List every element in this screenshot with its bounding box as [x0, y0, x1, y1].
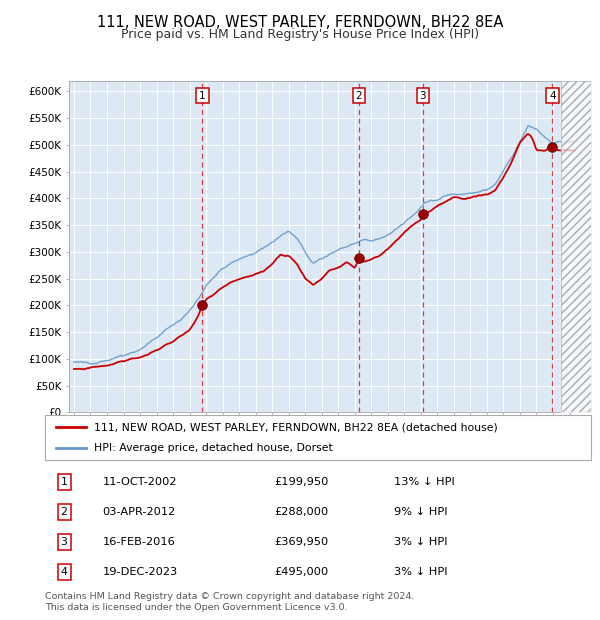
Text: 111, NEW ROAD, WEST PARLEY, FERNDOWN, BH22 8EA: 111, NEW ROAD, WEST PARLEY, FERNDOWN, BH… — [97, 15, 503, 30]
Text: 9% ↓ HPI: 9% ↓ HPI — [394, 507, 448, 517]
Text: 11-OCT-2002: 11-OCT-2002 — [103, 477, 177, 487]
Text: 3% ↓ HPI: 3% ↓ HPI — [394, 567, 448, 577]
Text: 1: 1 — [199, 91, 206, 100]
Text: Contains HM Land Registry data © Crown copyright and database right 2024.: Contains HM Land Registry data © Crown c… — [45, 592, 415, 601]
Text: 19-DEC-2023: 19-DEC-2023 — [103, 567, 178, 577]
Text: £199,950: £199,950 — [274, 477, 329, 487]
Text: £495,000: £495,000 — [274, 567, 329, 577]
Text: 13% ↓ HPI: 13% ↓ HPI — [394, 477, 455, 487]
Text: Price paid vs. HM Land Registry's House Price Index (HPI): Price paid vs. HM Land Registry's House … — [121, 29, 479, 41]
Text: 03-APR-2012: 03-APR-2012 — [103, 507, 176, 517]
Text: 1: 1 — [61, 477, 68, 487]
Text: 4: 4 — [549, 91, 556, 100]
Text: £288,000: £288,000 — [274, 507, 329, 517]
Text: 3: 3 — [419, 91, 426, 100]
Text: 3: 3 — [61, 538, 68, 547]
Text: 2: 2 — [356, 91, 362, 100]
Text: 3% ↓ HPI: 3% ↓ HPI — [394, 538, 448, 547]
Text: HPI: Average price, detached house, Dorset: HPI: Average price, detached house, Dors… — [94, 443, 333, 453]
Text: 2: 2 — [61, 507, 68, 517]
Text: 4: 4 — [61, 567, 68, 577]
Text: 111, NEW ROAD, WEST PARLEY, FERNDOWN, BH22 8EA (detached house): 111, NEW ROAD, WEST PARLEY, FERNDOWN, BH… — [94, 422, 498, 433]
Text: £369,950: £369,950 — [274, 538, 329, 547]
Text: This data is licensed under the Open Government Licence v3.0.: This data is licensed under the Open Gov… — [45, 603, 347, 612]
Text: 16-FEB-2016: 16-FEB-2016 — [103, 538, 175, 547]
